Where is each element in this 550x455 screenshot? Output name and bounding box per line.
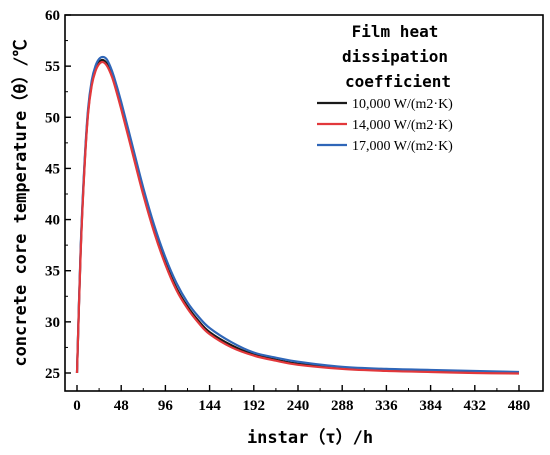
legend-label-2: 14,000 W/(m2·K) [352,118,453,133]
y-axis-title: concrete core temperature（θ）/℃ [10,39,31,366]
y-tick-label: 50 [45,110,60,126]
legend-title-line-1: Film heat [352,22,439,41]
x-tick-label: 336 [375,398,398,414]
y-tick-label: 55 [45,59,60,75]
series-lines [75,55,520,375]
plot-frame [64,14,544,392]
x-tick-label: 432 [464,398,487,414]
x-tick-label: 0 [73,398,81,414]
x-tick-label: 96 [158,398,174,414]
y-axis-ticks: 25 30 35 40 45 50 55 60 [45,8,71,382]
series-line-3 [75,55,520,374]
x-axis-ticks: 0 48 96 144 192 240 288 336 384 432 480 [73,385,530,414]
x-tick-label: 288 [331,398,354,414]
y-tick-label: 25 [45,366,60,382]
y-tick-label: 60 [45,8,60,24]
y-tick-label: 35 [45,264,60,280]
legend-title-line-3: coefficient [345,72,451,91]
series-line-2 [75,60,520,375]
x-tick-label: 384 [419,398,442,414]
legend-label-1: 10,000 W/(m2·K) [352,97,453,112]
x-tick-label: 480 [508,398,531,414]
x-axis-title: instar（τ）/h [247,427,373,448]
y-tick-label: 40 [45,213,60,229]
legend-title-line-2: dissipation [342,47,448,66]
x-tick-label: 48 [114,398,129,414]
x-tick-label: 240 [287,398,310,414]
legend: Film heat dissipation coefficient 10,000… [317,22,453,154]
y-tick-label: 30 [45,315,60,331]
legend-label-3: 17,000 W/(m2·K) [352,139,453,154]
x-tick-label: 144 [198,398,221,414]
y-tick-label: 45 [45,161,60,177]
x-tick-label: 192 [243,398,266,414]
legend-items: 10,000 W/(m2·K) 14,000 W/(m2·K) 17,000 W/(… [317,97,453,154]
